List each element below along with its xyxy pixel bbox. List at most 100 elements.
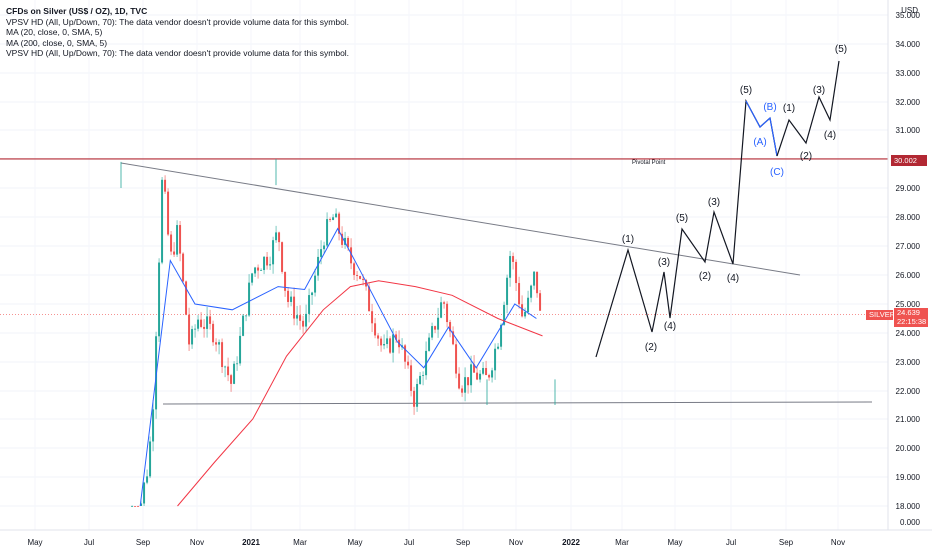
support-line — [162, 401, 873, 405]
candle-body — [251, 273, 254, 283]
candle-body — [173, 251, 176, 255]
candle-body — [425, 350, 428, 376]
candle-body — [215, 342, 218, 345]
x-tick-label: May — [347, 538, 362, 547]
symbol-title[interactable]: CFDs on Silver (US$ / OZ), 1D, TVC — [6, 6, 148, 16]
candle-body — [182, 253, 185, 282]
candle-body — [200, 319, 203, 327]
grid — [0, 0, 888, 530]
wave-label: (4) — [664, 321, 676, 332]
candle-body — [329, 219, 332, 220]
candle-body — [278, 232, 281, 243]
candle-body — [419, 375, 422, 384]
candle-body — [506, 277, 509, 305]
indicator-line[interactable]: MA (200, close, 0, SMA, 5) — [6, 37, 108, 48]
candle-body — [380, 338, 383, 346]
candle-body — [491, 370, 494, 378]
corrective-wave-line — [745, 100, 778, 157]
candle-body — [500, 324, 503, 347]
candle-body — [347, 237, 350, 248]
y-axis: USD 35.000 34.000 33.000 32.000 31.000 29.000… — [0, 0, 932, 531]
bar-countdown: 22:15:38 — [897, 317, 927, 326]
wave-label: (1) — [783, 103, 795, 114]
candle-body — [464, 377, 467, 393]
y-tick-label: 21.000 — [896, 415, 921, 424]
candle-body — [530, 285, 533, 298]
x-tick-label: May — [27, 538, 42, 547]
candle-body — [518, 283, 521, 305]
candle-body — [233, 363, 236, 384]
y-tick-label: 19.000 — [896, 473, 921, 482]
candle-body — [449, 322, 452, 332]
candle-body — [287, 290, 290, 302]
candle-body — [272, 240, 275, 265]
candle-body — [533, 271, 536, 286]
candle-body — [266, 256, 269, 266]
wave-label: (2) — [645, 342, 657, 353]
wave-label: (5) — [676, 213, 688, 224]
candle-body — [494, 348, 497, 371]
candle-body — [242, 315, 245, 336]
candle-body — [509, 256, 512, 278]
candle-body — [176, 225, 179, 255]
candle-body — [191, 329, 194, 345]
indicator-line[interactable]: MA (20, close, 0, SMA, 5) — [6, 27, 103, 37]
candle-body — [188, 314, 191, 345]
candle-body — [368, 286, 371, 312]
candle-body — [515, 261, 518, 284]
candle-body — [212, 323, 215, 343]
x-tick-label: 2022 — [562, 538, 580, 547]
candle-body — [179, 225, 182, 254]
candle-body — [320, 249, 323, 257]
candle-body — [383, 344, 386, 346]
candle-body — [407, 361, 410, 366]
candle-body — [134, 506, 137, 507]
candle-body — [167, 191, 170, 235]
candle-body — [326, 219, 329, 246]
candle-body — [470, 364, 473, 386]
candle-body — [140, 503, 143, 506]
candle-body — [338, 213, 341, 234]
y-tick-label: 29.000 — [896, 184, 921, 193]
candle-body — [404, 345, 407, 362]
candle-body — [371, 311, 374, 324]
candle-body — [221, 342, 224, 368]
candle-body — [284, 271, 287, 291]
candle-body — [353, 263, 356, 276]
candle-body — [257, 267, 260, 271]
y-tick-label: 31.000 — [896, 126, 921, 135]
impulse-wave-line — [776, 60, 840, 157]
wave-projection — [595, 60, 840, 358]
candle-body — [434, 326, 437, 330]
candle-body — [158, 262, 161, 337]
candle-body — [455, 344, 458, 374]
wave-label: (5) — [740, 85, 752, 96]
trendlines — [0, 158, 888, 405]
candle-body — [428, 337, 431, 351]
currency-label: USD — [901, 6, 918, 15]
indicator-line[interactable]: VPSV HD (All, Up/Down, 70): The data ven… — [6, 16, 350, 27]
candle-body — [218, 342, 221, 345]
candle-body — [332, 217, 335, 220]
candle-body — [131, 506, 134, 507]
current-price: 24.639 — [897, 308, 920, 317]
candle-body — [236, 363, 239, 365]
indicator-line[interactable]: VPSV HD (All, Up/Down, 70): The data ven… — [6, 48, 350, 58]
x-tick-label: Sep — [456, 538, 471, 547]
x-tick-label: Jul — [404, 538, 414, 547]
y-tick-label: 20.000 — [896, 444, 921, 453]
x-tick-label: Nov — [509, 538, 523, 547]
candle-body — [152, 409, 155, 442]
pivot-label: Pivotal Point — [632, 160, 666, 166]
x-tick-label: Sep — [136, 538, 151, 547]
candle-body — [170, 234, 173, 252]
candle-body — [416, 383, 419, 407]
y-tick-label: 27.000 — [896, 242, 921, 251]
candle-body — [317, 256, 320, 276]
candle-body — [311, 292, 314, 296]
candle-body — [386, 338, 389, 345]
candle-body — [164, 179, 167, 192]
moving-averages — [139, 227, 543, 507]
candle-body — [521, 304, 524, 317]
